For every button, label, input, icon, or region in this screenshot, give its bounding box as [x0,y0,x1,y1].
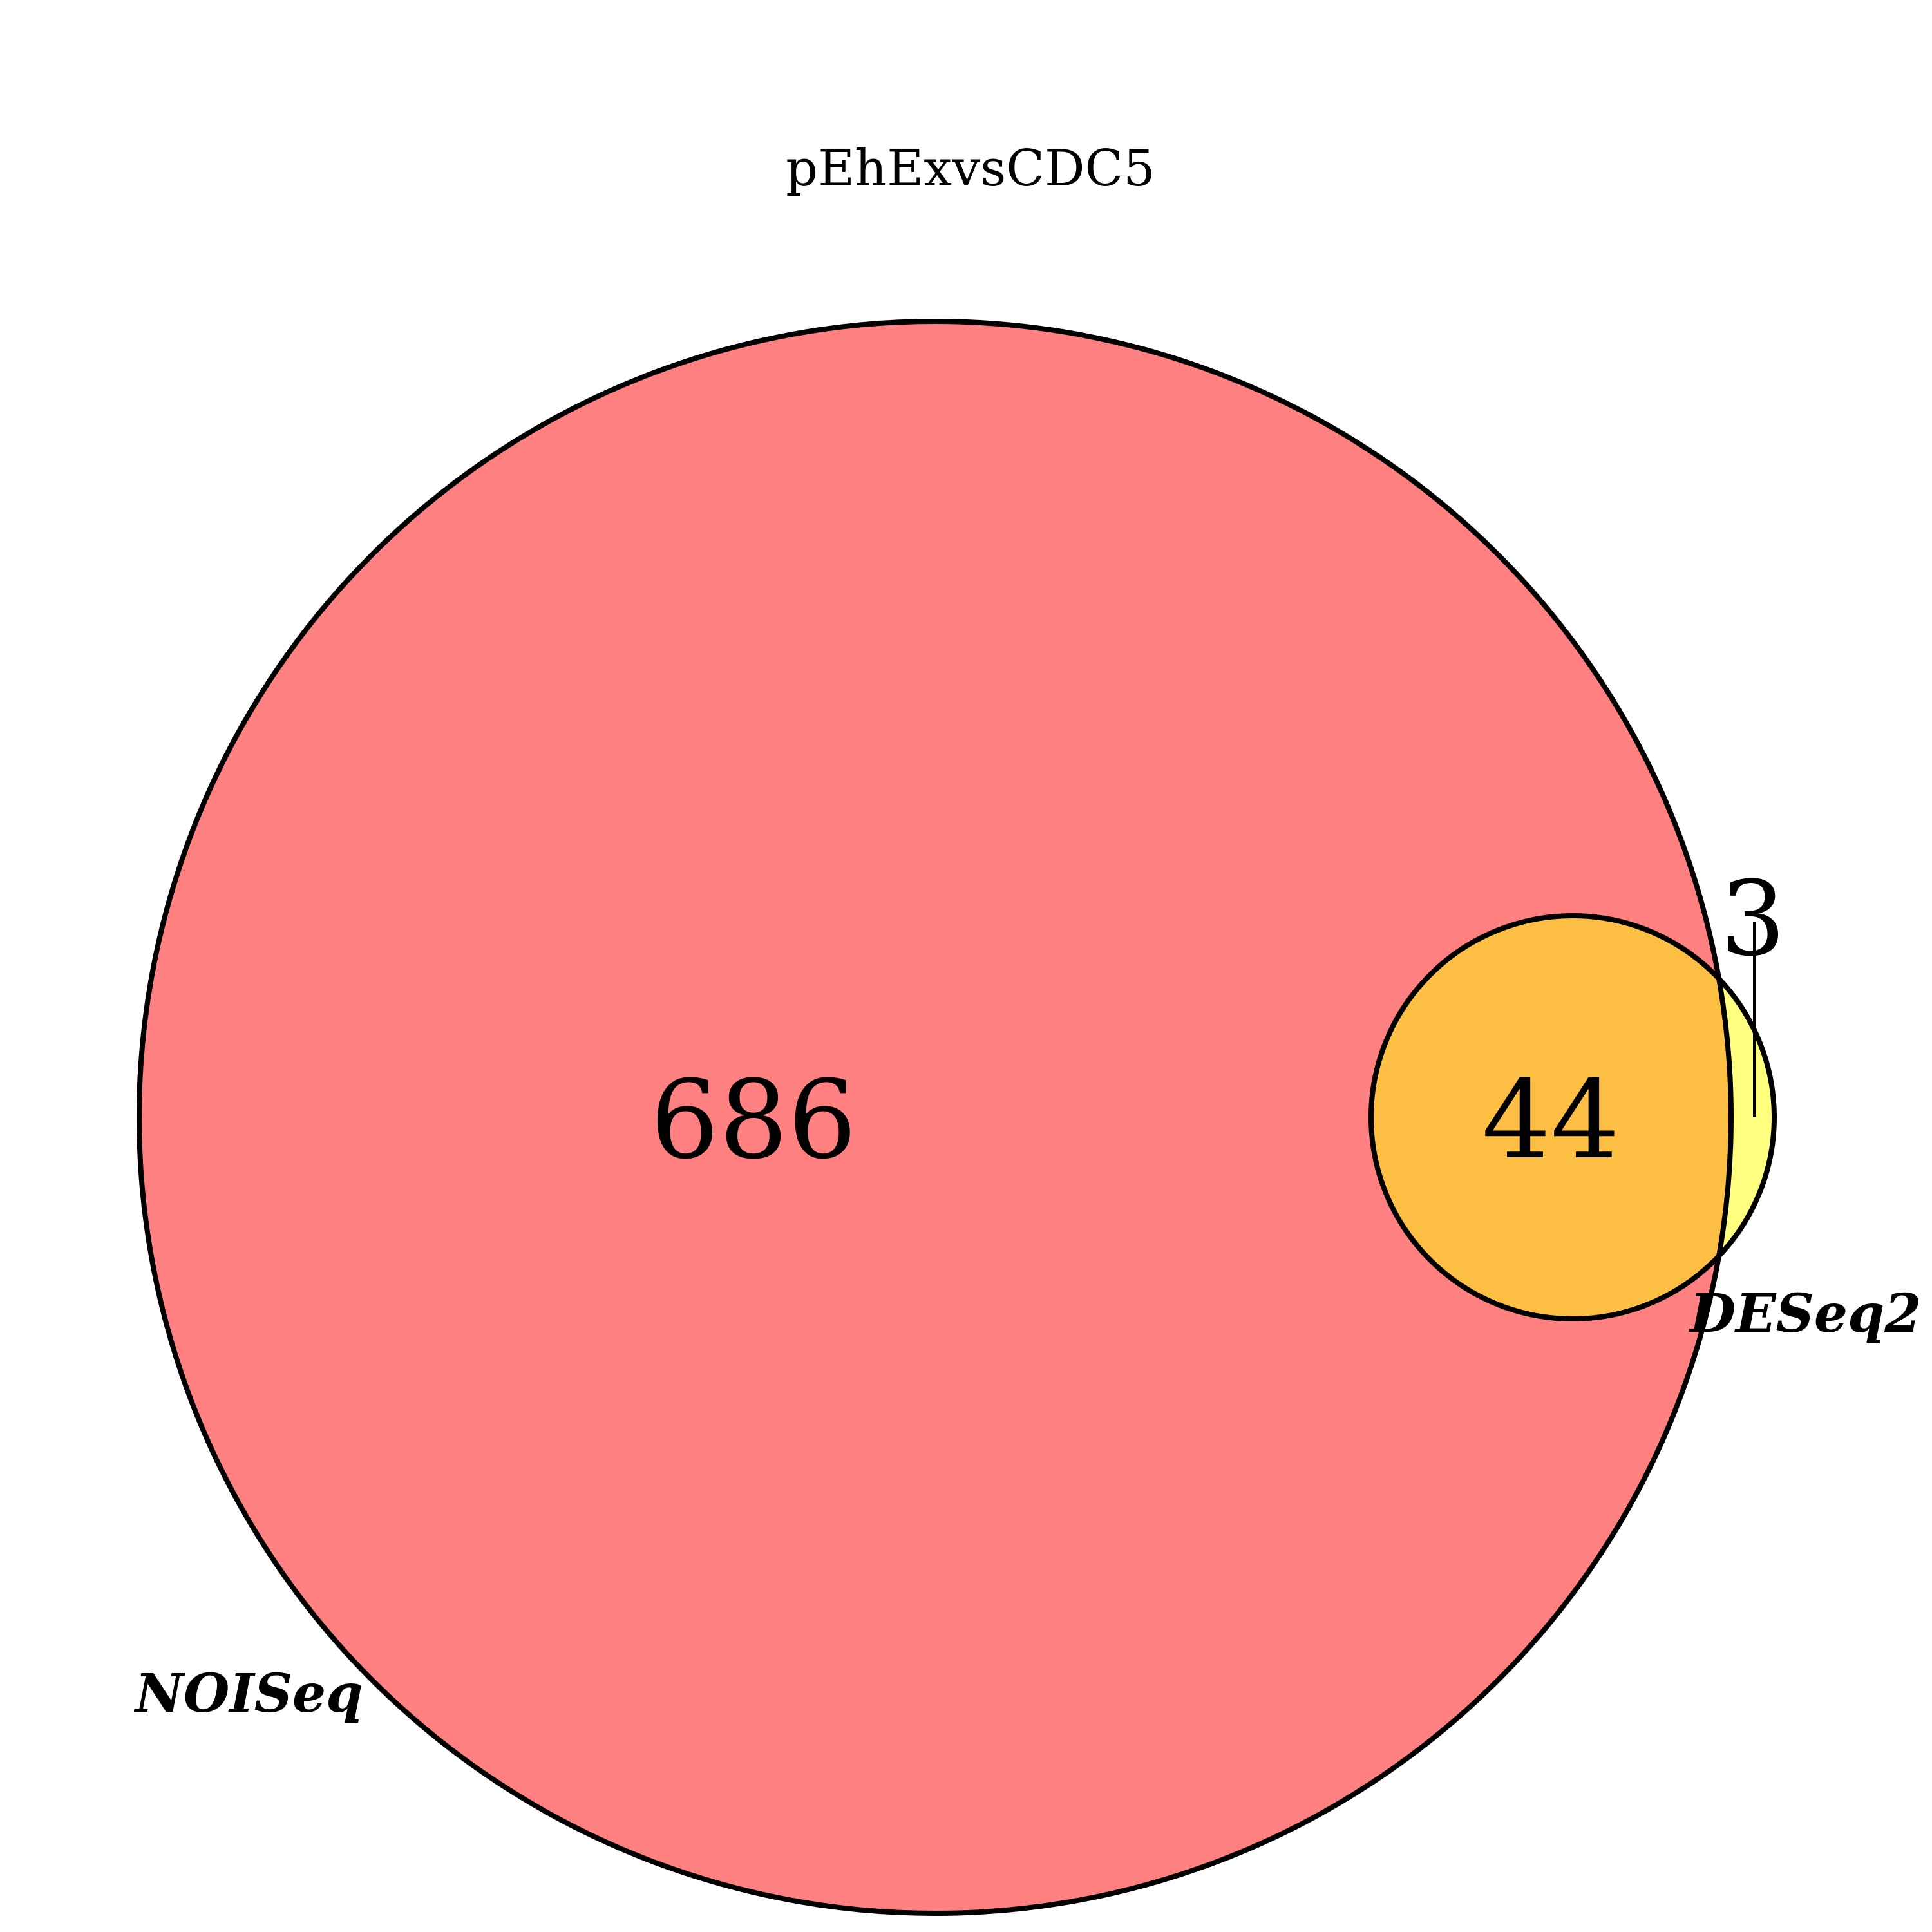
count-intersection: 44 [1482,1057,1620,1183]
count-noiseq-only: 686 [650,1057,857,1183]
set-label-deseq2: DESeq2 [1689,1283,1921,1345]
set-label-noiseq: NOISeq [133,1663,363,1725]
noiseq-outline [137,319,1734,1916]
set-circle-noiseq [139,321,1731,1913]
intersection-region [1371,916,1731,1319]
deseq2-outline [1368,913,1777,1321]
diagram-title: pEhExvsCDC5 [786,140,1155,198]
